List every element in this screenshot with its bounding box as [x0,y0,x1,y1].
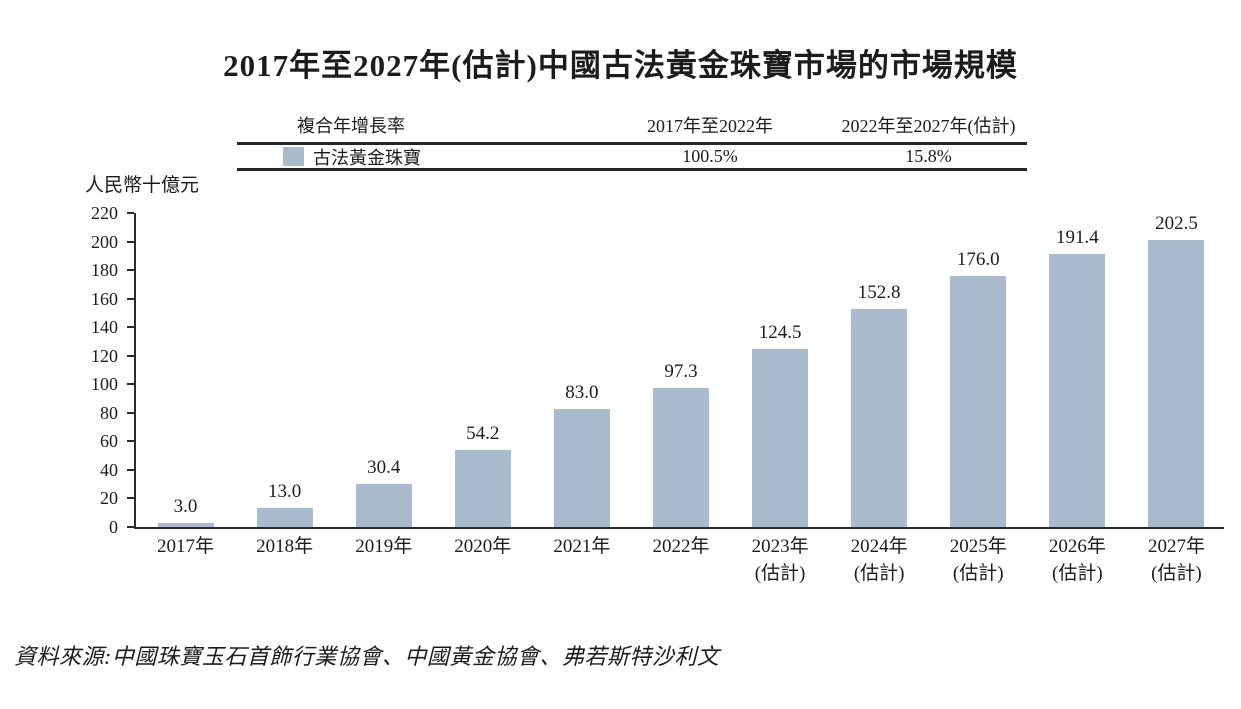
y-tick-label: 140 [91,317,118,338]
bar [752,349,809,527]
x-axis-label: 2019年 [355,536,413,557]
bar-value-label: 83.0 [565,382,599,403]
y-tick-label: 20 [100,488,118,509]
x-axis-line [134,527,1224,529]
x-axis-label: 2023年 (估計) [751,536,809,584]
bar-value-label: 191.4 [1055,227,1099,248]
y-tick-mark [127,440,134,443]
bar [652,388,709,527]
bar-slot: 191.4 [1028,213,1127,527]
cagr-table-header-row: 複合年增長率 2017年至2022年 2022年至2027年(估計) [237,112,1027,142]
bar-slot: 124.5 [731,213,830,527]
bar-slot: 202.5 [1127,213,1226,527]
bar-value-label: 3.0 [173,496,198,517]
y-tick-mark [127,411,134,414]
x-axis-label: 2020年 [454,536,512,557]
y-tick-label: 0 [109,517,118,537]
bar [851,309,908,527]
bar-value-label: 176.0 [956,249,1000,270]
y-tick-mark [127,326,134,329]
bar [157,523,214,527]
x-axis-label: 2024年 (估計) [850,536,908,584]
legend-swatch [283,147,304,166]
x-axis-label: 2022年 [652,536,710,557]
bar-slot: 97.3 [631,213,730,527]
x-axis-label: 2026年 (估計) [1048,536,1106,584]
cagr-header-period1: 2017年至2022年 [647,116,773,136]
cagr-table-data-row: 古法黃金珠寶 100.5% 15.8% [237,142,1027,171]
y-axis-unit-label: 人民幣十億元 [85,175,200,196]
x-axis-label: 2027年 (估計) [1147,536,1205,584]
y-tick-label: 40 [100,459,118,480]
bar [553,409,610,527]
bar-slot: 3.0 [136,213,235,527]
y-tick-label: 100 [91,374,118,395]
bar [256,508,313,527]
x-axis-label: 2025年 (估計) [949,536,1007,584]
bar-value-label: 30.4 [367,457,401,478]
bar-slot: 83.0 [532,213,631,527]
y-tick-mark [127,468,134,471]
y-tick-label: 80 [100,402,118,423]
cagr-header-metric: 複合年增長率 [297,116,405,136]
x-axis-label: 2018年 [256,536,314,557]
bar [950,276,1007,527]
chart-title: 2017年至2027年(估計)中國古法黃金珠寶市場的市場規模 [223,48,1018,83]
bar-value-label: 152.8 [857,282,901,303]
bar [1148,240,1205,527]
y-tick-label: 180 [91,260,118,281]
bar-value-label: 13.0 [267,481,302,502]
cagr-header-period2: 2022年至2027年(估計) [841,116,1016,136]
x-axis-label: 2021年 [553,536,611,557]
bar-slot: 152.8 [830,213,929,527]
bar [355,484,412,527]
bar-value-label: 54.2 [466,423,500,444]
y-tick-mark [127,526,134,528]
bar [454,450,511,527]
y-tick-mark [127,354,134,357]
bar-value-label: 202.5 [1155,213,1198,234]
legend-series-label: 古法黃金珠寶 [313,147,421,168]
bar [1049,254,1106,527]
bar-slot: 30.4 [334,213,433,527]
y-tick-label: 220 [91,203,118,223]
y-tick-label: 200 [91,231,118,252]
cagr-value-period2: 15.8% [905,146,952,166]
cagr-value-period1: 100.5% [682,146,738,166]
x-axis-label: 2017年 [157,536,215,557]
bar-slot: 176.0 [929,213,1028,527]
y-tick-mark [127,383,134,386]
y-tick-label: 60 [100,431,118,452]
y-tick-label: 120 [91,345,118,366]
cagr-table: 複合年增長率 2017年至2022年 2022年至2027年(估計) 古法黃金珠… [237,112,1027,171]
y-axis-line [134,213,136,527]
bar-value-label: 124.5 [758,322,802,343]
y-tick-mark [127,269,134,272]
y-tick-label: 160 [91,288,118,309]
source-note: 資料來源:中國珠寶玉石首飾行業協會、中國黃金協會、弗若斯特沙利文 [14,644,720,669]
bar-value-label: 97.3 [664,361,698,382]
y-tick-mark [127,240,134,243]
y-tick-mark [127,497,134,500]
bar-slot: 54.2 [433,213,532,527]
legend-cell: 古法黃金珠寶 [237,144,590,170]
y-tick-mark [127,212,134,214]
y-tick-mark [127,297,134,300]
bar-slot: 13.0 [235,213,334,527]
